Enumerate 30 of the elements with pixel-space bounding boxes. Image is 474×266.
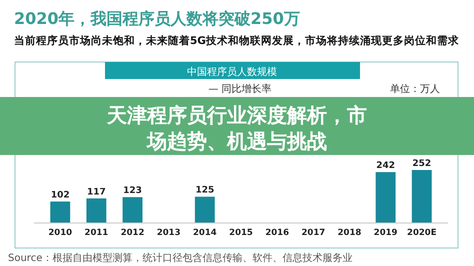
x-tick-label: 2017	[301, 228, 326, 238]
bar	[412, 170, 432, 223]
data-label: 242	[376, 161, 396, 172]
data-label: 125	[195, 186, 214, 196]
x-tick-label: 2013	[156, 228, 181, 238]
source-note: Source：根据自由模型测算，统计口径包含信息传输、软件、信息技术服务业	[8, 252, 352, 264]
text: 天津程序员行业深度解析，市场趋势、机遇与挑战	[106, 103, 367, 153]
text: 单位：万人	[390, 83, 440, 95]
x-tick-label: 2014	[193, 228, 217, 238]
bar	[50, 202, 70, 223]
x-tick-label: 2016	[265, 228, 290, 238]
text: 中国程序员人数规模	[187, 66, 277, 78]
data-label: 102	[50, 190, 70, 201]
x-tick-label: 2019	[374, 228, 398, 238]
text: — 同比增长率	[208, 83, 272, 95]
x-tick-label: 2018	[338, 228, 362, 238]
chart-subtitle: 当前程序员市场尚未饱和，未来随着5G技术和物联网发展，市场将持续涌现更多岗位和需求	[14, 34, 460, 47]
bar	[194, 196, 215, 223]
x-tick-label: 2020E	[407, 228, 437, 238]
chart-title: 2020年，我国程序员人数将突破250万	[14, 9, 300, 28]
bar	[86, 198, 106, 223]
x-tick-label: 2012	[120, 228, 144, 238]
data-label: 117	[86, 187, 106, 198]
x-tick-label: 2011	[84, 228, 108, 238]
bar	[122, 197, 142, 223]
bar	[376, 172, 396, 223]
data-label: 252	[412, 159, 432, 169]
x-tick-label: 2010	[48, 228, 72, 238]
data-label: 123	[123, 186, 142, 196]
x-tick-label: 2015	[229, 228, 253, 238]
